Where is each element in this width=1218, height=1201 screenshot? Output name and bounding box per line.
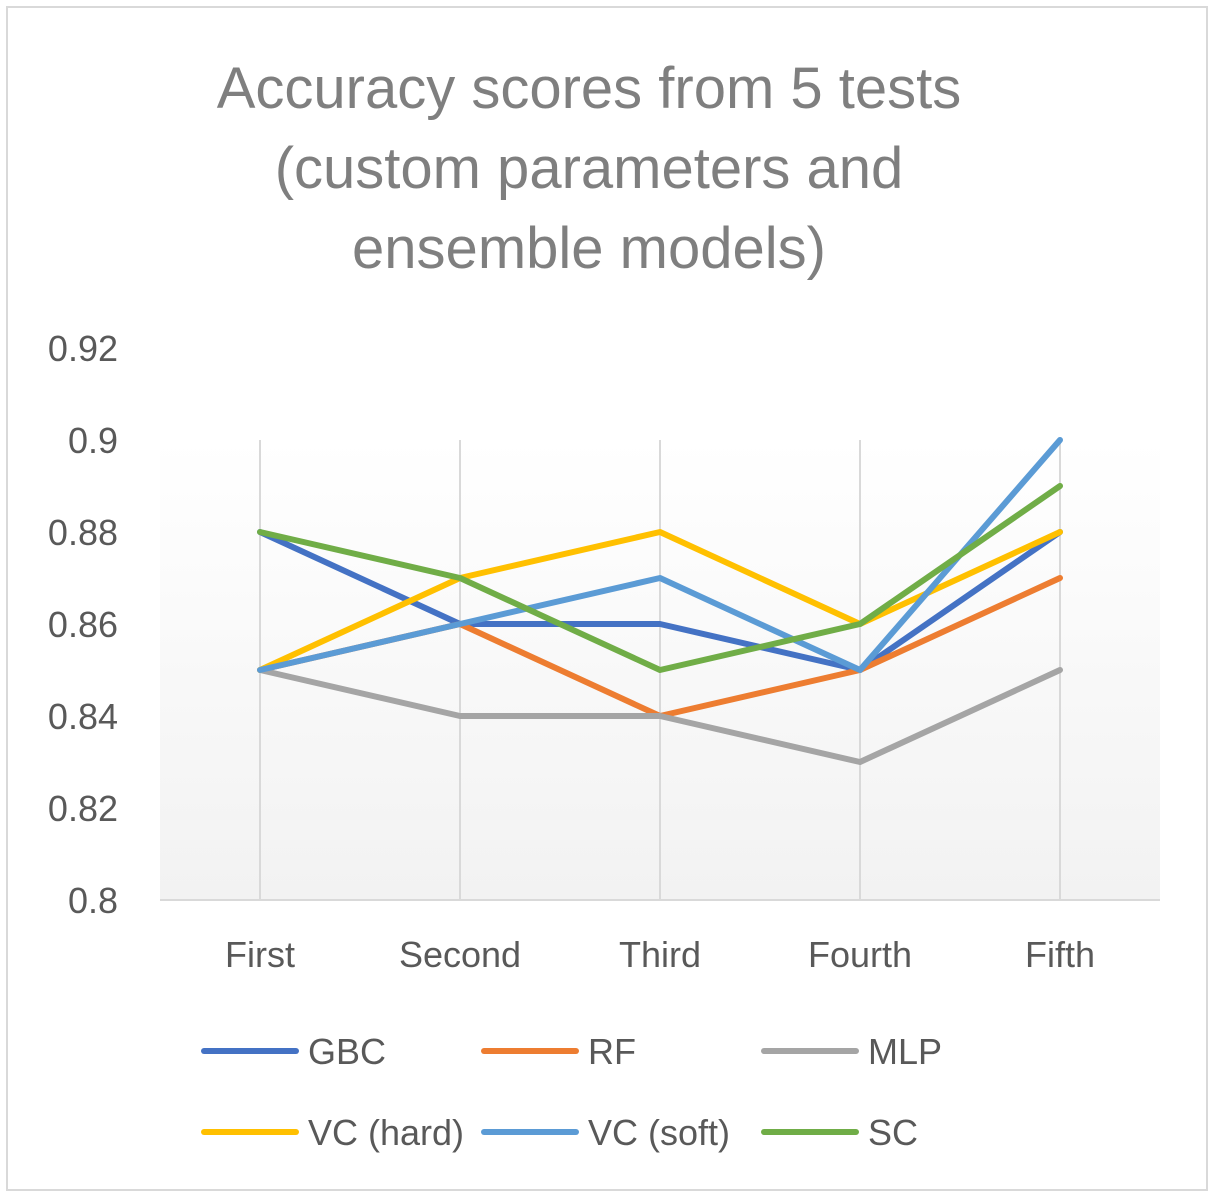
- x-tick-label: Third: [619, 934, 701, 975]
- y-tick-label: 0.86: [48, 604, 118, 645]
- series-line-gbc: [257, 529, 1063, 673]
- x-tick-label: Fourth: [808, 934, 912, 975]
- chart-title: Accuracy scores from 5 tests (custom par…: [217, 56, 962, 281]
- series-line-vc-soft: [257, 437, 1063, 673]
- x-axis-ticks: First Second Third Fourth Fifth: [225, 934, 1095, 975]
- series-line-sc: [257, 483, 1063, 673]
- y-tick-label: 0.82: [48, 788, 118, 829]
- chart-title-line-3: ensemble models): [352, 216, 826, 281]
- x-tick-label: Fifth: [1025, 934, 1095, 975]
- legend-label: RF: [588, 1031, 636, 1072]
- y-tick-label: 0.88: [48, 512, 118, 553]
- legend-label: MLP: [868, 1031, 942, 1072]
- y-tick-label: 0.8: [68, 880, 118, 921]
- chart-title-line-2: (custom parameters and: [275, 136, 904, 201]
- legend-label: SC: [868, 1112, 918, 1153]
- x-tick-label: First: [225, 934, 295, 975]
- y-axis-ticks: 0.8 0.82 0.84 0.86 0.88 0.9 0.92: [48, 328, 118, 921]
- legend: GBC RF MLP VC (hard) VC (soft) SC: [201, 1031, 942, 1153]
- y-tick-label: 0.9: [68, 420, 118, 461]
- y-tick-label: 0.84: [48, 696, 118, 737]
- x-tick-label: Second: [399, 934, 521, 975]
- legend-label: VC (soft): [588, 1112, 730, 1153]
- legend-label: VC (hard): [308, 1112, 464, 1153]
- legend-label: GBC: [308, 1031, 386, 1072]
- series-lines: [257, 437, 1063, 765]
- series-line-mlp: [257, 667, 1063, 765]
- chart-title-line-1: Accuracy scores from 5 tests: [217, 56, 962, 121]
- y-tick-label: 0.92: [48, 328, 118, 369]
